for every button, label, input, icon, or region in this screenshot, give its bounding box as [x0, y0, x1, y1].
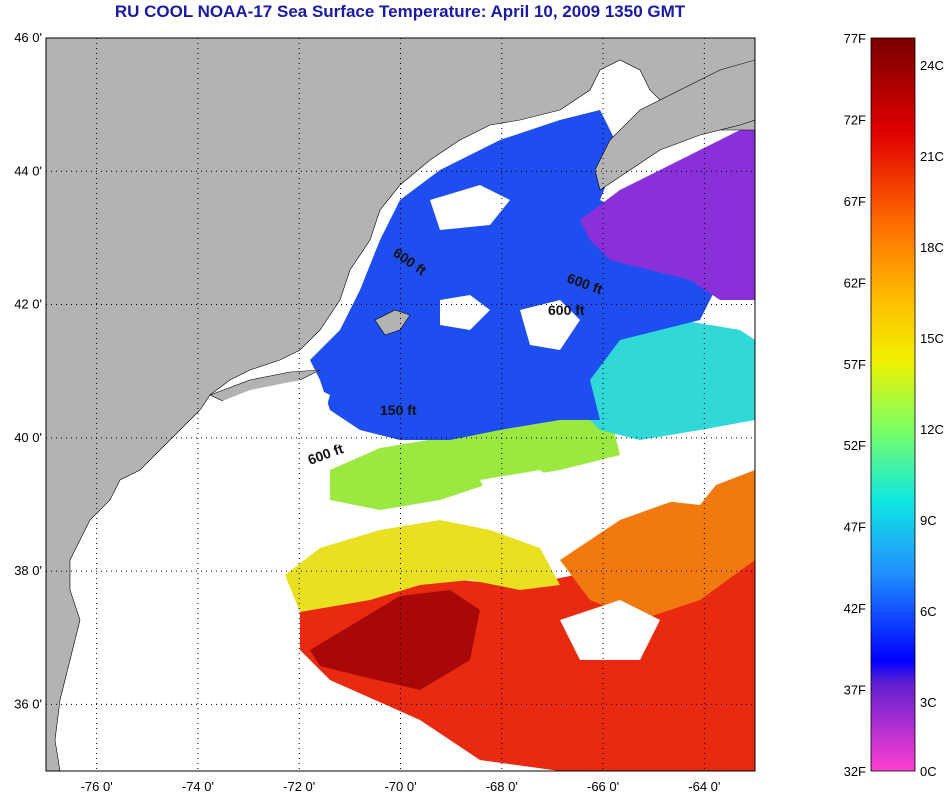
colorbar — [870, 37, 916, 772]
colorbar-fahrenheit-label: 42F — [844, 601, 866, 616]
colorbar-fahrenheit-label: 37F — [844, 683, 866, 698]
cloud-patch — [560, 600, 660, 660]
colorbar-fahrenheit-label: 32F — [844, 764, 866, 779]
map-plot-area — [46, 38, 755, 771]
sst-blue-region — [310, 110, 720, 440]
longitude-tick-label: -66 0' — [587, 779, 619, 794]
colorbar-celsius-label: 15C — [920, 331, 944, 346]
colorbar-fahrenheit-label: 57F — [844, 357, 866, 372]
colorbar-fahrenheit-label: 62F — [844, 275, 866, 290]
latitude-tick-label: 42 0' — [14, 297, 42, 312]
latitude-tick-label: 40 0' — [14, 430, 42, 445]
colorbar-celsius-label: 9C — [920, 513, 937, 528]
map-title: RU COOL NOAA-17 Sea Surface Temperature:… — [114, 2, 686, 21]
cloud-patch — [640, 460, 720, 505]
longitude-tick-label: -68 0' — [486, 779, 518, 794]
colorbar-fahrenheit-label: 67F — [844, 194, 866, 209]
map-frame — [45, 37, 756, 772]
white-coastal-cloud — [130, 380, 330, 771]
cloud-patch — [430, 185, 510, 230]
sst-green-region — [330, 415, 620, 510]
cloud-patch — [520, 300, 580, 350]
contour-label-150ft: 150 ft — [380, 402, 417, 418]
latitude-tick-label: 46 0' — [14, 30, 42, 45]
sst-dark-red-region — [310, 590, 480, 690]
sst-yellow-region — [285, 520, 560, 612]
colorbar-celsius-label: 18C — [920, 240, 944, 255]
colorbar-fahrenheit-label: 72F — [844, 112, 866, 127]
colorbar-fahrenheit-label: 52F — [844, 438, 866, 453]
cloud-patch — [480, 470, 580, 530]
colorbar-fahrenheit-label: 77F — [844, 31, 866, 46]
colorbar-celsius-label: 3C — [920, 695, 937, 710]
colorbar-celsius-label: 24C — [920, 58, 944, 73]
sst-orange-region — [560, 470, 755, 620]
colorbar-celsius-label: 12C — [920, 422, 944, 437]
latitude-tick-label: 36 0' — [14, 696, 42, 711]
colorbar-celsius-label: 21C — [920, 149, 944, 164]
colorbar-celsius-label: 6C — [920, 604, 937, 619]
latitude-tick-label: 38 0' — [14, 563, 42, 578]
contour-label-600ft-3: 600 ft — [548, 302, 585, 318]
latitude-tick-label: 44 0' — [14, 163, 42, 178]
colorbar-celsius-label: 0C — [920, 764, 937, 779]
land-us-mainland — [46, 38, 755, 771]
longitude-tick-label: -74 0' — [182, 779, 214, 794]
longitude-tick-label: -64 0' — [688, 779, 720, 794]
land-nova-scotia — [594, 59, 755, 191]
land-cape-cod — [374, 309, 411, 336]
colorbar-fahrenheit-label: 47F — [844, 520, 866, 535]
graticule — [46, 37, 755, 771]
longitude-tick-label: -76 0' — [81, 779, 113, 794]
cloud-patch — [440, 295, 490, 330]
longitude-tick-label: -70 0' — [384, 779, 416, 794]
longitude-tick-label: -72 0' — [283, 779, 315, 794]
